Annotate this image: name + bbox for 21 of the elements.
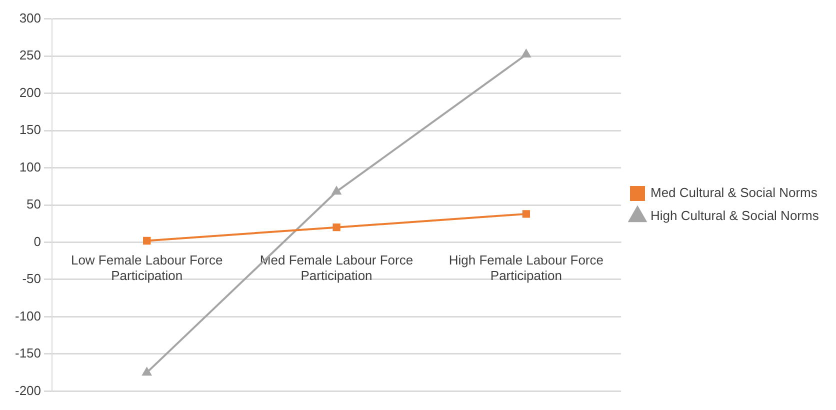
y-tick-label: 150 (19, 122, 42, 138)
y-tick-label: 100 (19, 159, 42, 174)
x-tick-label: High Female Labour Force Participation (448, 252, 604, 284)
point (522, 50, 531, 58)
y-tick-label: 0 (34, 234, 42, 249)
point (142, 368, 152, 376)
legend-label: High Cultural & Social Norms (650, 208, 820, 224)
y-tick-label: 300 (19, 10, 42, 26)
y-tick-label: 200 (19, 84, 42, 100)
y-tick-label: -150 (14, 346, 42, 361)
y-tick-label: -50 (22, 271, 42, 286)
point (332, 224, 340, 232)
legend-label: Med Cultural & Social Norms (650, 185, 818, 200)
y-tick-label: 250 (19, 48, 42, 63)
point (143, 236, 151, 245)
point (522, 210, 530, 218)
y-tick-label: -200 (14, 382, 42, 398)
y-tick-label: 50 (26, 196, 42, 212)
point (332, 186, 341, 195)
x-tick-label: Low Female Labour Force Participation (70, 252, 223, 284)
y-tick-label: -100 (14, 308, 42, 324)
